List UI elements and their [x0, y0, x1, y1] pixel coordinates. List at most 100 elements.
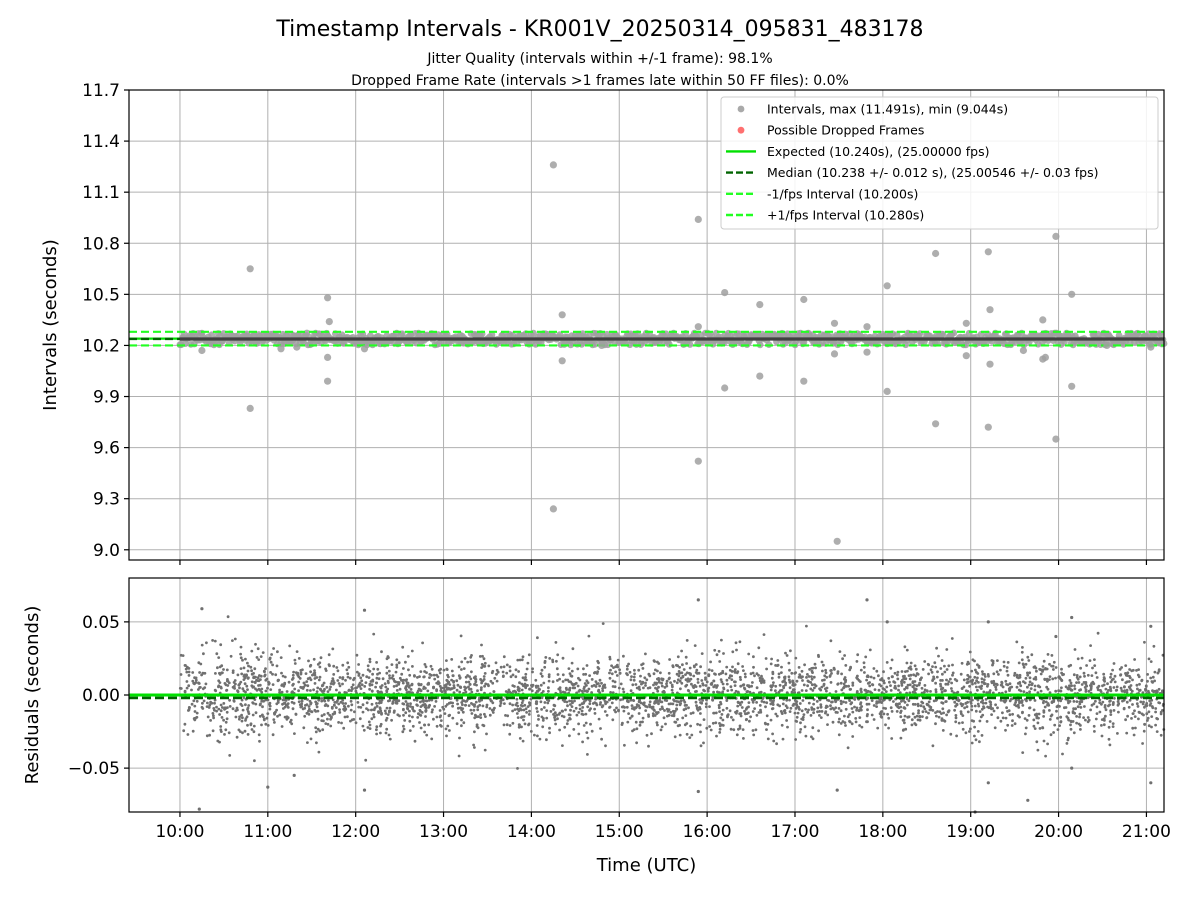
residual-point — [979, 720, 982, 723]
interval-outlier-point — [932, 250, 939, 257]
residual-point — [403, 719, 406, 722]
residual-point — [1060, 668, 1063, 671]
interval-outlier-point — [277, 345, 284, 352]
residual-point — [991, 664, 994, 667]
residual-point — [633, 679, 636, 682]
residual-point — [545, 709, 548, 712]
residual-point — [950, 687, 953, 690]
residual-point — [473, 746, 476, 749]
residual-point — [655, 683, 658, 686]
residual-point — [763, 701, 766, 704]
residual-point — [1010, 686, 1013, 689]
residual-point — [734, 684, 737, 687]
residual-point — [1080, 706, 1083, 709]
residual-point — [1034, 689, 1037, 692]
residual-point — [1131, 690, 1134, 693]
residual-point — [220, 709, 223, 712]
residual-point — [205, 641, 208, 644]
residual-point — [934, 682, 937, 685]
residual-point — [458, 691, 461, 694]
residual-point — [301, 699, 304, 702]
residual-point — [660, 729, 663, 732]
residual-point — [782, 738, 785, 741]
residual-point — [216, 740, 219, 743]
residual-point — [342, 727, 345, 730]
residual-point — [765, 728, 768, 731]
residual-point — [771, 677, 774, 680]
residual-point — [251, 701, 254, 704]
residual-point — [230, 655, 233, 658]
residual-point — [804, 725, 807, 728]
interval-outlier-point — [695, 216, 702, 223]
residual-point — [943, 665, 946, 668]
residual-point — [854, 717, 857, 720]
residual-point — [571, 662, 574, 665]
residual-point — [355, 690, 358, 693]
residual-point — [317, 718, 320, 721]
residual-point — [338, 682, 341, 685]
residual-point — [292, 707, 295, 710]
residual-point — [472, 744, 475, 747]
residual-point — [1093, 730, 1096, 733]
residual-point — [967, 711, 970, 714]
residual-point — [969, 691, 972, 694]
residual-point — [421, 642, 424, 645]
residual-point — [894, 672, 897, 675]
residual-point — [830, 669, 833, 672]
residual-point — [512, 722, 515, 725]
residual-point — [281, 683, 284, 686]
residual-point — [1101, 701, 1104, 704]
residual-point — [671, 689, 674, 692]
residual-point — [403, 728, 406, 731]
residual-point — [701, 699, 704, 702]
residual-point — [906, 687, 909, 690]
residual-point — [199, 663, 202, 666]
residual-point — [679, 703, 682, 706]
residual-point — [195, 679, 198, 682]
residual-point — [537, 718, 540, 721]
residual-point — [252, 714, 255, 717]
residual-point — [875, 670, 878, 673]
residual-point — [789, 649, 792, 652]
residual-point — [341, 664, 344, 667]
residual-point — [253, 759, 256, 762]
residual-point — [604, 700, 607, 703]
residual-point — [492, 690, 495, 693]
residual-point — [930, 708, 933, 711]
residual-point — [896, 678, 899, 681]
residual-point — [552, 713, 555, 716]
residual-point — [433, 674, 436, 677]
residual-point — [1096, 706, 1099, 709]
residual-point — [545, 738, 548, 741]
residual-point — [337, 669, 340, 672]
residual-point — [425, 665, 428, 668]
residual-point — [272, 718, 275, 721]
residual-point — [845, 708, 848, 711]
residual-point — [419, 688, 422, 691]
residual-point — [886, 713, 889, 716]
residual-point — [314, 701, 317, 704]
residual-point — [744, 673, 747, 676]
residual-point — [718, 650, 721, 653]
residual-point — [328, 653, 331, 656]
residual-point — [357, 685, 360, 688]
residual-point — [246, 715, 249, 718]
residual-point — [616, 664, 619, 667]
residual-point — [443, 669, 446, 672]
residual-point — [897, 671, 900, 674]
residual-point — [247, 704, 250, 707]
residual-point — [246, 688, 249, 691]
residual-point — [752, 729, 755, 732]
residual-point — [863, 666, 866, 669]
residual-point — [316, 706, 319, 709]
residual-point — [472, 703, 475, 706]
residual-point — [443, 687, 446, 690]
residual-point — [445, 668, 448, 671]
residual-point — [617, 710, 620, 713]
residual-point — [941, 717, 944, 720]
residual-point — [672, 703, 675, 706]
residual-point — [477, 715, 480, 718]
residual-point — [940, 712, 943, 715]
residual-point — [630, 675, 633, 678]
residual-point — [581, 710, 584, 713]
